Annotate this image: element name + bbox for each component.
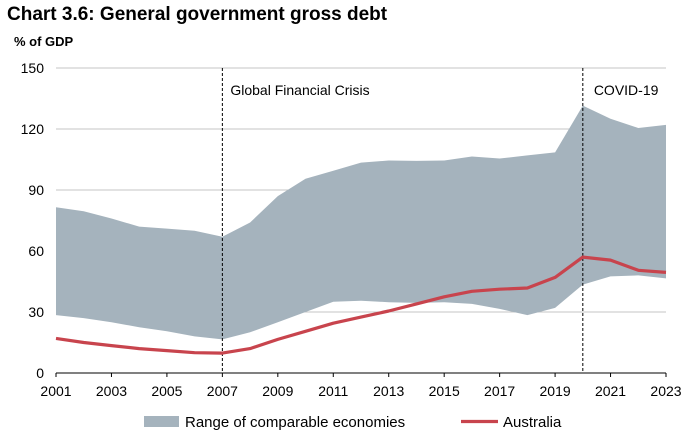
y-tick-label: 30	[28, 304, 44, 320]
chart-title: Chart 3.6: General government gross debt	[7, 4, 388, 25]
annotation-labels: Global Financial Crisis COVID-19	[230, 82, 658, 98]
y-tick-labels: 0 30 60 90 120 150	[21, 60, 45, 381]
x-tick-label: 2007	[207, 383, 238, 399]
x-tick-labels: 2001 2003 2005 2007 2009 2011 2013 2015 2017 2019…	[40, 373, 682, 399]
x-tick-label: 2021	[595, 383, 626, 399]
series-line-australia	[55, 255, 667, 355]
y-axis-unit-label: % of GDP	[14, 34, 74, 49]
y-tick-label: 150	[21, 60, 45, 76]
x-tick-label: 2015	[429, 383, 460, 399]
x-tick-label: 2001	[40, 383, 71, 399]
annotation-label-gfc: Global Financial Crisis	[230, 82, 369, 98]
x-tick-label: 2009	[262, 383, 293, 399]
legend: Range of comparable economies Australia	[144, 414, 562, 431]
x-tick-label: 2019	[540, 383, 571, 399]
y-tick-label: 60	[28, 243, 44, 259]
annotation-lines	[221, 68, 584, 373]
y-tick-label: 0	[36, 365, 44, 381]
x-tick-label: 2005	[151, 383, 182, 399]
legend-label-australia: Australia	[503, 414, 562, 431]
y-tick-label: 90	[28, 182, 44, 198]
x-tick-label: 2011	[318, 383, 348, 399]
x-tick-label: 2013	[373, 383, 404, 399]
x-tick-label: 2023	[650, 383, 681, 399]
legend-swatch-range	[144, 416, 179, 427]
annotation-label-covid: COVID-19	[594, 82, 659, 98]
range-area	[56, 105, 666, 340]
x-tick-label: 2017	[484, 383, 515, 399]
y-tick-label: 120	[21, 121, 45, 137]
x-tick-label: 2003	[96, 383, 127, 399]
legend-label-range: Range of comparable economies	[185, 414, 405, 431]
